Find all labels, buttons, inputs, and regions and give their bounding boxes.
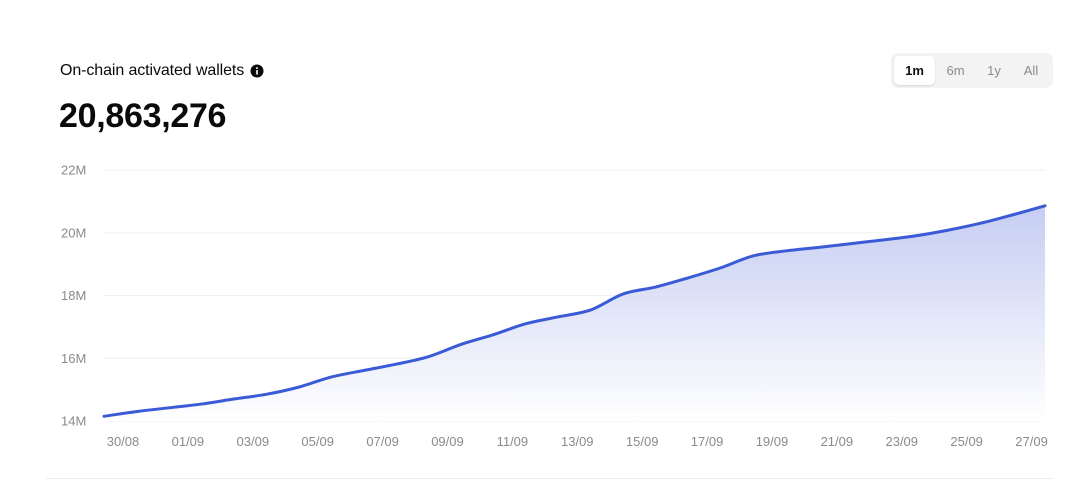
y-tick-label: 14M <box>61 414 86 429</box>
x-tick-label: 13/09 <box>561 434 594 449</box>
y-tick-label: 22M <box>61 163 86 178</box>
x-tick-label: 07/09 <box>366 434 399 449</box>
series-area-fill <box>104 205 1045 421</box>
divider <box>46 478 1053 479</box>
y-tick-label: 16M <box>61 351 86 366</box>
chart-header: On-chain activated wallets <box>60 61 264 81</box>
x-tick-label: 01/09 <box>172 434 205 449</box>
range-button-all[interactable]: All <box>1012 56 1050 85</box>
x-tick-label: 23/09 <box>885 434 918 449</box>
x-tick-label: 05/09 <box>301 434 334 449</box>
x-tick-label: 03/09 <box>237 434 270 449</box>
info-icon[interactable] <box>250 64 264 78</box>
chart-title: On-chain activated wallets <box>60 62 245 79</box>
x-tick-label: 27/09 <box>1015 434 1048 449</box>
range-button-1m[interactable]: 1m <box>894 56 935 85</box>
x-tick-label: 09/09 <box>431 434 464 449</box>
x-tick-label: 25/09 <box>950 434 983 449</box>
range-button-1y[interactable]: 1y <box>976 56 1012 85</box>
x-tick-label: 11/09 <box>497 434 529 449</box>
x-tick-label: 30/08 <box>107 434 140 449</box>
x-tick-label: 21/09 <box>821 434 854 449</box>
x-tick-label: 17/09 <box>691 434 724 449</box>
y-tick-label: 18M <box>61 288 86 303</box>
series-line <box>102 204 1047 418</box>
y-tick-label: 20M <box>61 225 86 240</box>
x-tick-label: 19/09 <box>756 434 789 449</box>
x-tick-label: 15/09 <box>626 434 659 449</box>
range-button-6m[interactable]: 6m <box>935 56 976 85</box>
current-value: 20,863,276 <box>59 97 227 135</box>
time-range-selector: 1m 6m 1y All <box>891 53 1053 88</box>
